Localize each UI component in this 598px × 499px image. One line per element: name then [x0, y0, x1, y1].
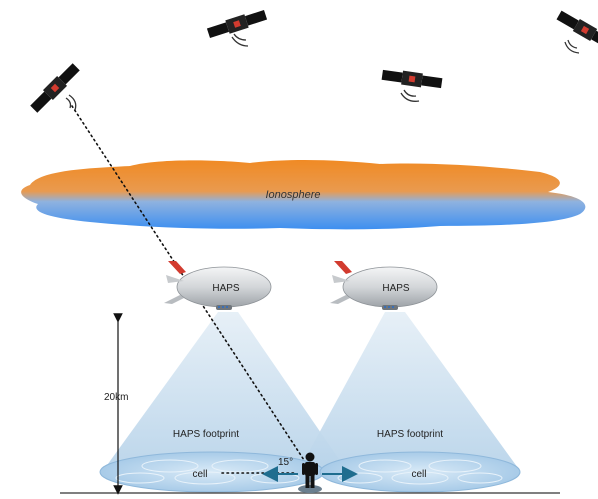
- ionosphere-label: Ionosphere: [265, 189, 320, 201]
- person-icon: [298, 452, 322, 493]
- airship-icon: [164, 261, 272, 310]
- angle-label: 15°: [278, 457, 293, 468]
- haps-label-left: HAPS: [212, 283, 240, 294]
- satellite-icon: [206, 9, 268, 39]
- signal-icon: [400, 89, 420, 102]
- haps-footprint-beam-right: [300, 312, 518, 468]
- haps-label-right: HAPS: [382, 283, 410, 294]
- cell-label-left: cell: [192, 469, 207, 480]
- satellite-icon: [381, 69, 443, 89]
- signal-icon: [564, 39, 580, 54]
- ionosphere-cloud: [21, 160, 586, 230]
- footprint-label-right: HAPS footprint: [377, 429, 443, 440]
- satellite-icon: [556, 10, 598, 50]
- haps-footprint-beam-left: [105, 312, 345, 468]
- altitude-label: 20km: [104, 392, 128, 403]
- signal-icon: [65, 94, 77, 111]
- airship-icon: [330, 261, 438, 310]
- footprint-label-left: HAPS footprint: [173, 429, 239, 440]
- cell-label-right: cell: [411, 469, 426, 480]
- satellite-icon: [30, 63, 80, 113]
- cell-right: [319, 451, 521, 493]
- signal-icon: [231, 33, 249, 47]
